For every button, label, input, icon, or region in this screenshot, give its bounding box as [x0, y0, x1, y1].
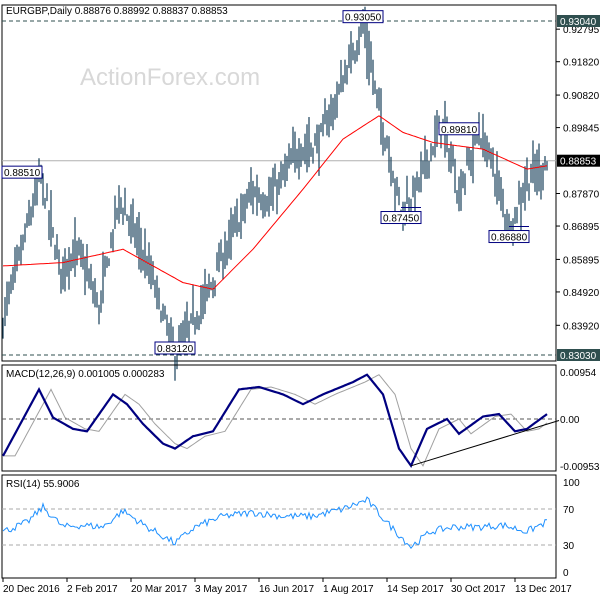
current-price-box: [557, 154, 600, 167]
level-label-box: [557, 349, 600, 361]
x-tick-label: 20 Mar 2017: [131, 584, 188, 595]
rsi-panel: RSI(14) 55.9006 100 70 30 0: [1, 474, 580, 579]
macd-tick-label: -0.009538: [560, 462, 600, 473]
current-price-label: 0.88853: [560, 157, 597, 168]
price-tick-label: 0.92795: [563, 25, 600, 36]
x-tick-label: 16 Jun 2017: [259, 584, 314, 595]
price-tick-label: 0.84920: [563, 288, 600, 299]
price-tick-label: 0.87870: [563, 190, 600, 201]
symbol-title: EURGBP,Daily 0.88876 0.88992 0.88837 0.8…: [6, 6, 228, 17]
price-tick-label: 0.91820: [563, 58, 600, 69]
annotation-box: [380, 211, 422, 225]
annotation-label: 0.87450: [383, 214, 420, 225]
macd-label: MACD(12,26,9) 0.001005 0.000283: [6, 369, 165, 380]
x-tick-label: 2 Feb 2017: [67, 584, 118, 595]
annotation-box: [1, 165, 43, 179]
moving-average-line: [2, 115, 548, 290]
x-tick-label: 30 Oct 2017: [451, 584, 506, 595]
price-panel: ActionForex.com EURGBP,Daily 0.88876 0.8…: [1, 4, 600, 381]
annotation-label: 0.89810: [441, 125, 478, 136]
annotation-box: [154, 341, 196, 355]
rsi-label: RSI(14) 55.9006: [6, 479, 80, 490]
macd-panel: MACD(12,26,9) 0.001005 0.000283 0.00954 0…: [1, 364, 600, 473]
annotation-box: [438, 122, 480, 136]
macd-main-line: [2, 373, 548, 469]
price-tick-label: 0.89845: [563, 124, 600, 135]
rsi-tick-label: 30: [563, 541, 575, 552]
macd-trendline: [410, 419, 560, 467]
macd-tick-label: 0.00: [560, 415, 580, 426]
x-tick-label: 1 Aug 2017: [323, 584, 374, 595]
rsi-tick-label: 100: [563, 478, 580, 489]
rsi-tick-label: 0: [563, 568, 569, 579]
annotation-label: 0.83120: [157, 344, 194, 355]
level-label-box: [557, 15, 600, 27]
macd-panel-frame: [1, 364, 557, 472]
level-label: 0.83030: [560, 351, 597, 362]
x-tick-label: 14 Sep 2017: [387, 584, 444, 595]
macd-tick-label: 0.00954: [560, 368, 597, 379]
annotation-label: 0.93050: [345, 13, 382, 24]
rsi-panel-frame: [1, 474, 557, 579]
rsi-line: [2, 496, 548, 550]
level-label: 0.93040: [560, 17, 597, 28]
x-tick-label: 3 May 2017: [195, 584, 248, 595]
annotation-label: 0.88510: [4, 168, 41, 179]
x-axis: 20 Dec 2016 2 Feb 2017 20 Mar 2017 3 May 20…: [2, 578, 572, 595]
price-tick-label: 0.90820: [563, 91, 600, 102]
rsi-tick-label: 70: [563, 505, 575, 516]
x-tick-label: 13 Dec 2017: [515, 584, 572, 595]
price-tick-label: 0.83920: [563, 321, 600, 332]
annotation-box: [488, 230, 530, 244]
x-tick-label: 20 Dec 2016: [3, 584, 60, 595]
watermark: ActionForex.com: [80, 64, 260, 91]
price-tick-label: 0.85895: [563, 255, 600, 266]
annotation-box: [342, 10, 384, 24]
price-tick-label: 0.86895: [563, 222, 600, 233]
annotation-label: 0.86880: [491, 233, 528, 244]
macd-signal-line: [3, 374, 548, 467]
